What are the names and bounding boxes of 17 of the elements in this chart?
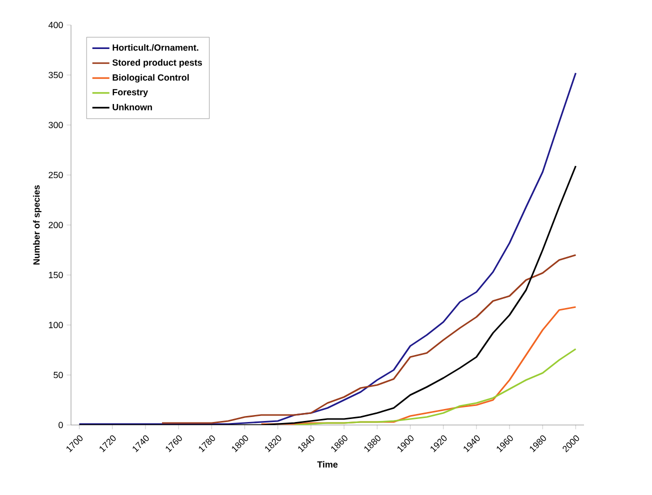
y-tick-label: 300: [48, 122, 63, 128]
x-axis-title: Time: [317, 461, 338, 468]
legend-label: Unknown: [112, 104, 152, 110]
y-tick-label: 0: [58, 422, 63, 428]
y-tick-label: 200: [48, 222, 63, 228]
legend-label: Biological Control: [112, 74, 189, 83]
y-tick-label: 50: [54, 372, 63, 378]
legend-label: Stored product pests: [112, 59, 202, 68]
y-tick-label: 100: [48, 322, 63, 328]
y-axis-title: Number of species: [33, 185, 42, 265]
y-tick-label: 350: [48, 72, 63, 78]
y-tick-label: 400: [48, 22, 63, 28]
legend-label: Forestry: [112, 89, 148, 98]
legend-label: Horticult./Ornament.: [112, 44, 198, 51]
line-series: [294, 348, 577, 425]
y-tick-label: 150: [48, 272, 63, 278]
y-tick-label: 250: [48, 172, 63, 178]
